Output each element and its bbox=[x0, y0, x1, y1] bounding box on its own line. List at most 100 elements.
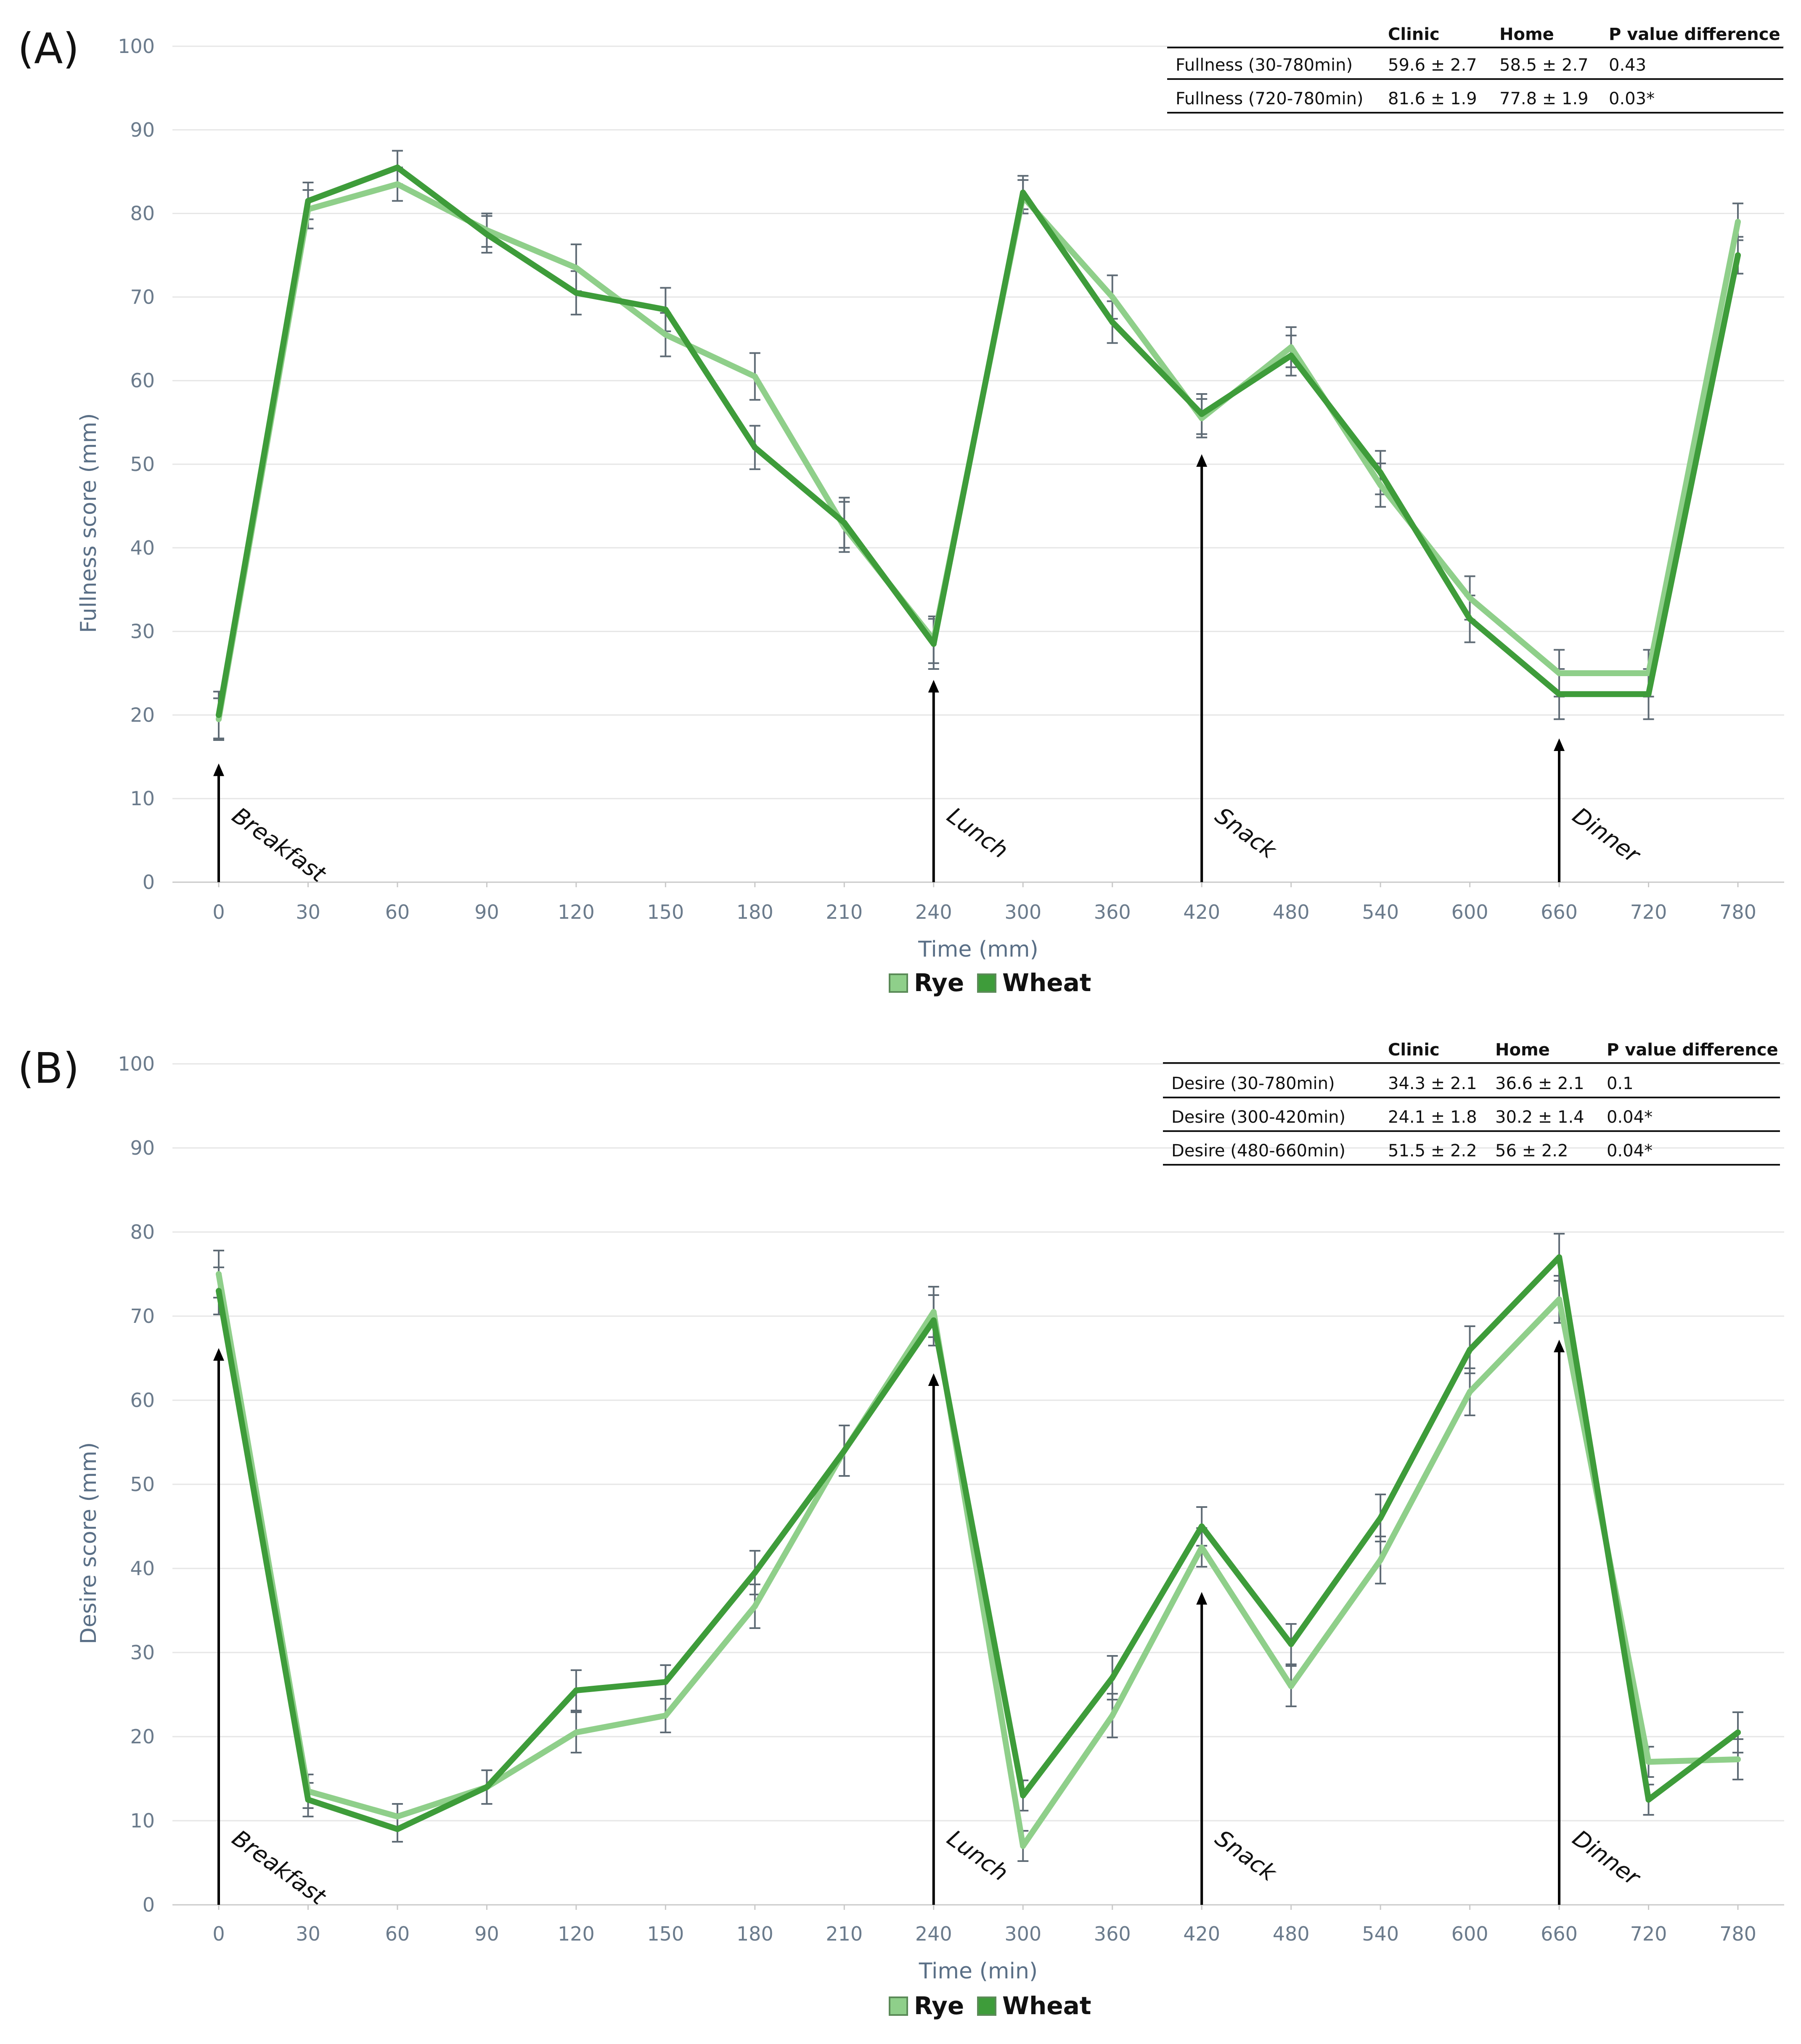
data-point-wheat bbox=[930, 641, 937, 647]
data-point-rye bbox=[216, 716, 222, 722]
data-point-rye bbox=[1288, 344, 1294, 350]
x-tick-label: 30 bbox=[296, 1922, 320, 1945]
data-point-wheat bbox=[752, 1570, 758, 1576]
table-cell: 59.6 ± 2.7 bbox=[1388, 56, 1477, 75]
data-point-rye bbox=[1109, 294, 1115, 300]
data-point-rye bbox=[1556, 1296, 1563, 1302]
meal-arrow-head bbox=[1554, 738, 1565, 751]
y-tick-label: 10 bbox=[130, 787, 155, 810]
y-tick-label: 80 bbox=[130, 1221, 155, 1243]
series-line-wheat bbox=[216, 1254, 1741, 1832]
table-header: P value difference bbox=[1607, 1040, 1778, 1060]
x-tick-label: 240 bbox=[915, 901, 952, 923]
data-point-rye bbox=[752, 1603, 758, 1609]
y-tick-label: 60 bbox=[130, 369, 155, 392]
table-cell: Fullness (30-780min) bbox=[1176, 56, 1353, 75]
data-point-wheat bbox=[216, 712, 222, 718]
data-point-rye bbox=[662, 1713, 669, 1719]
data-point-rye bbox=[1467, 1389, 1473, 1395]
legend-label-rye: Rye bbox=[914, 1991, 964, 2020]
data-point-rye bbox=[1199, 415, 1205, 421]
table-header: Home bbox=[1499, 25, 1554, 44]
data-point-wheat bbox=[662, 1679, 669, 1685]
table-cell: 36.6 ± 2.1 bbox=[1495, 1074, 1584, 1093]
y-tick-label: 0 bbox=[143, 871, 155, 894]
meal-label: Dinner bbox=[1568, 1825, 1645, 1892]
series-line-wheat bbox=[216, 164, 1741, 718]
y-tick-label: 40 bbox=[130, 537, 155, 559]
data-point-wheat bbox=[1645, 1797, 1652, 1803]
data-point-wheat bbox=[1377, 469, 1384, 476]
data-point-wheat bbox=[1467, 616, 1473, 622]
data-point-rye bbox=[930, 1309, 937, 1315]
data-point-wheat bbox=[305, 1797, 311, 1803]
data-point-rye bbox=[394, 181, 400, 188]
y-axis-title: Fullness score (mm) bbox=[76, 413, 101, 633]
y-tick-label: 100 bbox=[118, 1052, 155, 1075]
data-point-wheat bbox=[841, 520, 848, 526]
y-tick-label: 60 bbox=[130, 1389, 155, 1412]
data-point-wheat bbox=[305, 198, 311, 204]
x-tick-label: 210 bbox=[826, 901, 863, 923]
x-tick-label: 360 bbox=[1094, 901, 1131, 923]
x-tick-label: 360 bbox=[1094, 1922, 1131, 1945]
x-tick-label: 30 bbox=[296, 901, 320, 923]
table-cell: 34.3 ± 2.1 bbox=[1388, 1074, 1477, 1093]
y-tick-label: 20 bbox=[130, 703, 155, 726]
x-tick-label: 780 bbox=[1719, 901, 1756, 923]
data-point-wheat bbox=[1556, 691, 1563, 697]
data-point-wheat bbox=[1020, 1793, 1026, 1798]
legend-swatch-rye bbox=[889, 1996, 908, 2016]
data-point-wheat bbox=[1645, 691, 1652, 697]
data-point-rye bbox=[752, 373, 758, 380]
data-point-wheat bbox=[573, 290, 579, 296]
meal-arrow-head bbox=[928, 680, 939, 693]
table-cell: 0.04* bbox=[1607, 1141, 1653, 1161]
data-point-rye bbox=[1109, 1713, 1115, 1719]
meal-arrow-head bbox=[213, 1348, 224, 1361]
x-tick-label: 660 bbox=[1541, 1922, 1578, 1945]
x-tick-label: 420 bbox=[1183, 1922, 1220, 1945]
x-tick-label: 600 bbox=[1451, 1922, 1488, 1945]
panel-b: (B) Breakfast Lunch Snack Dinner 0 10 20 30 40 5… bbox=[18, 1040, 1784, 2020]
table-cell: Desire (30-780min) bbox=[1171, 1074, 1335, 1093]
data-point-wheat bbox=[1377, 1515, 1384, 1521]
x-tick-label: 420 bbox=[1183, 901, 1220, 923]
data-point-wheat bbox=[930, 1317, 937, 1323]
y-tick-label: 90 bbox=[130, 119, 155, 141]
x-axis-title: Time (min) bbox=[919, 1959, 1038, 1984]
x-tick-label: 180 bbox=[736, 1922, 773, 1945]
x-tick-label: 150 bbox=[647, 901, 684, 923]
y-tick-label: 50 bbox=[130, 453, 155, 476]
table-cell: 77.8 ± 1.9 bbox=[1499, 89, 1589, 108]
panel-b-label: (B) bbox=[18, 1044, 79, 1093]
y-tick-label: 30 bbox=[130, 620, 155, 643]
y-tick-label: 10 bbox=[130, 1809, 155, 1832]
data-point-wheat bbox=[1020, 189, 1026, 196]
meal-label: Dinner bbox=[1568, 802, 1645, 869]
table-cell: 0.43 bbox=[1609, 56, 1646, 75]
x-tick-label: 90 bbox=[474, 901, 499, 923]
meal-label: Breakfast bbox=[227, 1825, 331, 1911]
meal-arrow-head bbox=[928, 1373, 939, 1386]
data-point-rye bbox=[573, 264, 579, 271]
legend-label-wheat: Wheat bbox=[1002, 968, 1091, 997]
data-point-rye bbox=[1556, 670, 1563, 676]
data-point-wheat bbox=[841, 1448, 848, 1454]
series-line-rye bbox=[216, 181, 1741, 722]
y-tick-label: 70 bbox=[130, 286, 155, 308]
x-tick-label: 60 bbox=[385, 901, 410, 923]
y-tick-label: 0 bbox=[143, 1893, 155, 1916]
x-tick-label: 90 bbox=[474, 1922, 499, 1945]
meal-label: Lunch bbox=[942, 1825, 1013, 1886]
x-tick-label: 300 bbox=[1004, 901, 1041, 923]
x-axis-title: Time (mm) bbox=[918, 937, 1038, 962]
legend-swatch-rye bbox=[889, 973, 908, 993]
y-tick-label: 30 bbox=[130, 1641, 155, 1664]
meal-arrow-head bbox=[1196, 1592, 1208, 1605]
data-point-wheat bbox=[662, 307, 669, 313]
y-tick-label: 20 bbox=[130, 1725, 155, 1748]
table-header: Clinic bbox=[1388, 1040, 1440, 1060]
x-tick-label: 210 bbox=[826, 1922, 863, 1945]
